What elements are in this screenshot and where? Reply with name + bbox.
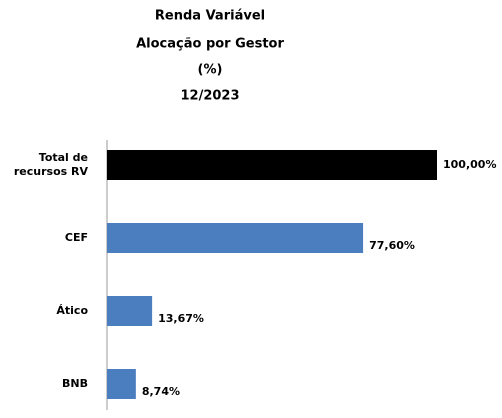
category-label: Total de recursos RV	[14, 151, 89, 178]
chart-title: (%)	[198, 63, 223, 78]
chart-title: Alocação por Gestor	[136, 37, 284, 52]
category-label: BNB	[62, 377, 88, 390]
category-label: CEF	[65, 231, 88, 244]
category-label: Ático	[56, 304, 88, 317]
bar	[107, 223, 364, 253]
data-label: 100,00%	[443, 158, 496, 171]
bar	[107, 150, 437, 180]
chart-title: Renda Variável	[155, 9, 265, 24]
bar	[107, 296, 153, 326]
data-label: 8,74%	[142, 385, 180, 398]
bar	[107, 369, 136, 399]
chart-title: 12/2023	[180, 89, 239, 104]
data-label: 77,60%	[369, 239, 415, 252]
data-label: 13,67%	[158, 312, 204, 325]
